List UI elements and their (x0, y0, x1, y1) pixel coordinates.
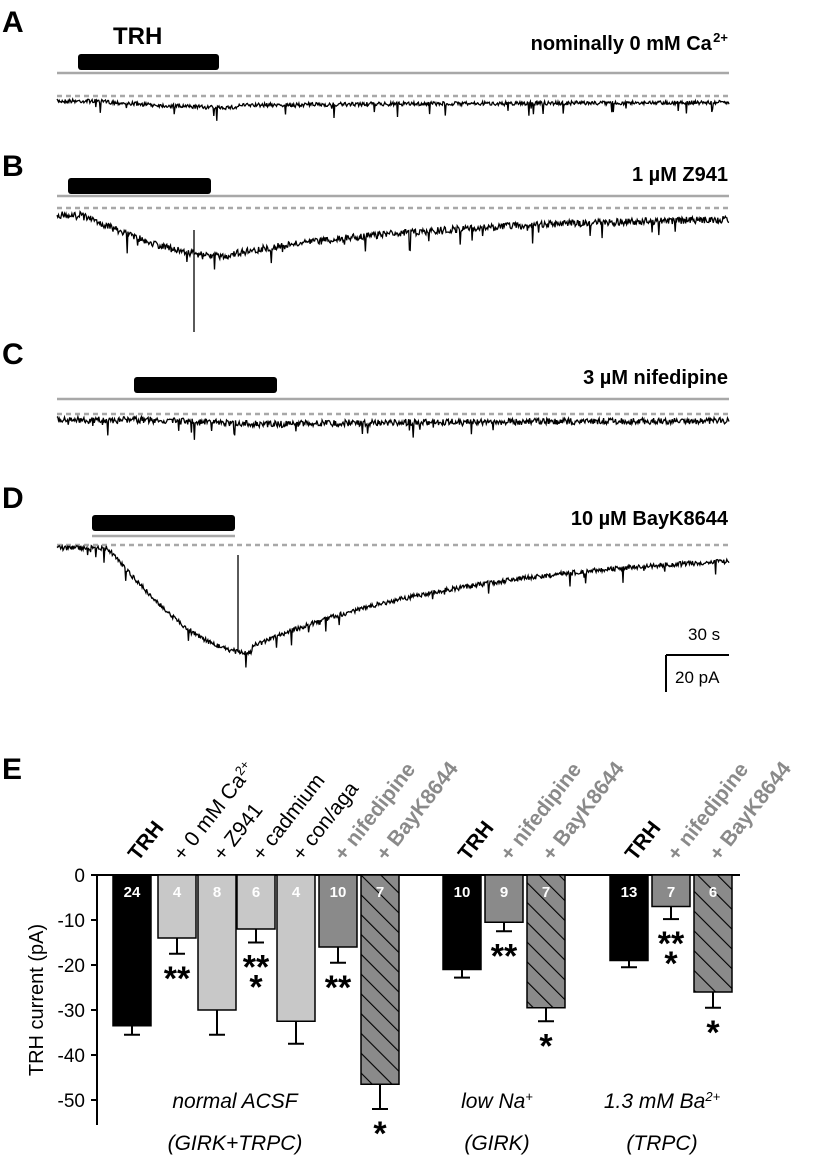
n-label: 13 (621, 884, 638, 901)
condition-sup-a: 2+ (713, 30, 728, 45)
bar-chart-panel-e: E TRH current (pA) 0 -10 -20 -30 -40 -50 24 TRH… (2, 753, 796, 1155)
significance-stars: * (539, 1027, 553, 1065)
n-label: 8 (213, 884, 221, 901)
trh-application-bar-a (78, 54, 219, 70)
time-scale-label: 30 s (688, 625, 720, 644)
panel-letter-c: C (2, 338, 24, 371)
scale-bars: 30 s 20 pA (665, 625, 729, 692)
category-label: TRH (621, 817, 666, 865)
bar-10 (526, 874, 566, 1009)
significance-stars: ** (243, 949, 270, 987)
current-trace-a (56, 97, 730, 121)
panel-letter-a: A (2, 6, 24, 39)
bar-8 (442, 874, 482, 971)
significance-stars: ** (491, 937, 518, 975)
y-tick-label: -50 (58, 1091, 85, 1112)
n-label: 6 (709, 884, 717, 901)
group-label-channels: (GIRK+TRPC) (168, 1132, 303, 1155)
group-label-condition: normal ACSF (172, 1090, 298, 1113)
y-tick-label: -40 (58, 1046, 85, 1067)
bar-3 (197, 874, 237, 1011)
trh-application-bar-b (68, 178, 211, 194)
condition-label-d: 10 µM BayK8644 (571, 508, 729, 530)
significance-stars: ** (325, 969, 352, 1007)
bar-13 (693, 874, 733, 993)
current-trace-b (56, 210, 730, 270)
bar-7 (360, 874, 400, 1085)
n-label: 9 (500, 884, 508, 901)
current-trace-d (56, 543, 730, 668)
panel-letter-e: E (2, 753, 22, 786)
group-label-channels: (TRPC) (626, 1132, 697, 1155)
n-label: 6 (252, 884, 260, 901)
panel-letter-d: D (2, 482, 24, 515)
n-label: 7 (542, 884, 550, 901)
group-label-channels: (GIRK) (464, 1132, 529, 1155)
condition-label-c: 3 µM nifedipine (583, 367, 728, 389)
significance-stars: * (249, 969, 263, 1007)
significance-stars: ** (164, 960, 191, 998)
trh-application-bar-c (134, 377, 277, 393)
n-label: 7 (376, 884, 384, 901)
n-label: 7 (667, 884, 675, 901)
n-label: 4 (173, 884, 182, 901)
n-label: 10 (330, 884, 347, 901)
condition-label-a: nominally 0 mM Ca (531, 33, 713, 55)
trh-application-bar-d (92, 515, 235, 531)
condition-label-b: 1 µM Z941 (632, 164, 728, 186)
bar-12 (651, 874, 691, 908)
trace-panel-a: A TRH nominally 0 mM Ca 2+ (2, 6, 730, 121)
y-tick-label: -30 (58, 1001, 85, 1022)
trace-panel-b: B 1 µM Z941 (2, 150, 730, 332)
significance-stars: ** (658, 925, 685, 963)
trace-panel-c: C 3 µM nifedipine (2, 338, 730, 440)
significance-stars: * (706, 1014, 720, 1052)
current-trace-c (56, 414, 730, 440)
trace-panel-d: D 10 µM BayK8644 (2, 482, 730, 668)
bar-9 (484, 874, 524, 923)
bar-5 (276, 874, 316, 1022)
y-tick-label: -10 (58, 911, 85, 932)
y-tick-label: -20 (58, 956, 85, 977)
category-label: TRH (124, 817, 169, 865)
n-label: 10 (454, 884, 471, 901)
significance-stars: * (373, 1115, 387, 1153)
y-axis-label: TRH current (pA) (26, 924, 48, 1076)
n-label: 24 (124, 884, 141, 901)
group-label-condition: low Na+ (461, 1089, 533, 1114)
trh-drug-label: TRH (113, 23, 162, 50)
significance-stars: * (664, 945, 678, 983)
panel-letter-b: B (2, 150, 24, 183)
n-label: 4 (292, 884, 301, 901)
category-label: TRH (454, 817, 499, 865)
current-scale-label: 20 pA (675, 668, 720, 687)
group-label-condition: 1.3 mM Ba2+ (604, 1089, 721, 1114)
bar-1 (112, 874, 152, 1027)
y-tick-label: 0 (74, 866, 85, 887)
bar-4 (236, 874, 276, 930)
